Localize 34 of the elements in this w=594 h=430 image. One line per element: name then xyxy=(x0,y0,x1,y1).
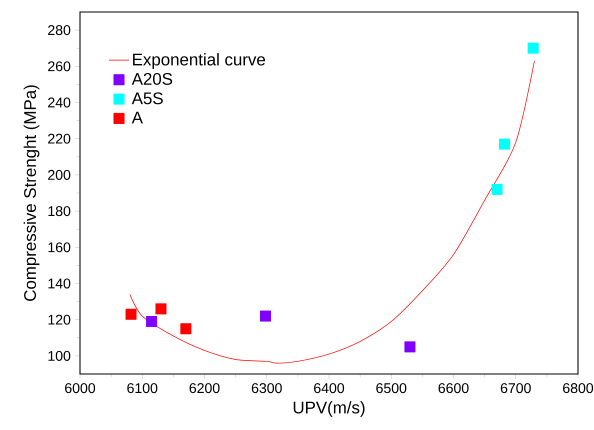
point xyxy=(260,310,272,322)
y-axis-title: Compressive Strenght (MPa) xyxy=(24,85,40,301)
y-tick-label: 220 xyxy=(48,134,70,144)
point xyxy=(180,323,192,334)
x-axis-title: UPV(m/s) xyxy=(294,401,365,417)
x-tick-label: 6100 xyxy=(127,383,158,394)
x-tick-label: 6200 xyxy=(190,383,220,394)
x-tick-label: 6000 xyxy=(65,383,96,394)
x-tick-label: 6500 xyxy=(376,383,406,394)
x-tick-label: 6600 xyxy=(438,383,469,394)
x-tick-label: 6800 xyxy=(563,383,594,394)
y-tick-label: 160 xyxy=(48,242,70,252)
point xyxy=(155,303,166,314)
point xyxy=(146,316,158,328)
point xyxy=(528,42,539,54)
x-tick-label: 6700 xyxy=(500,383,531,394)
legend-label: Exponential curve xyxy=(133,53,266,69)
y-tick-label: 100 xyxy=(48,350,70,361)
legend-label: A xyxy=(132,112,143,124)
legend-label: A20S xyxy=(132,72,172,85)
point xyxy=(404,341,416,352)
y-tick-label: 240 xyxy=(48,98,70,108)
point xyxy=(499,138,510,150)
point xyxy=(126,308,137,320)
y-tick-label: 180 xyxy=(48,206,70,216)
y-tick-label: 260 xyxy=(48,61,70,72)
x-tick-label: 6400 xyxy=(314,383,344,394)
x-tick-label: 6300 xyxy=(252,383,282,394)
y-tick-label: 280 xyxy=(48,25,70,36)
legend-label: A5S xyxy=(132,92,163,104)
point xyxy=(492,184,503,195)
y-tick-label: 140 xyxy=(48,278,70,288)
y-tick-label: 120 xyxy=(48,314,70,325)
y-tick-label: 200 xyxy=(48,170,70,180)
